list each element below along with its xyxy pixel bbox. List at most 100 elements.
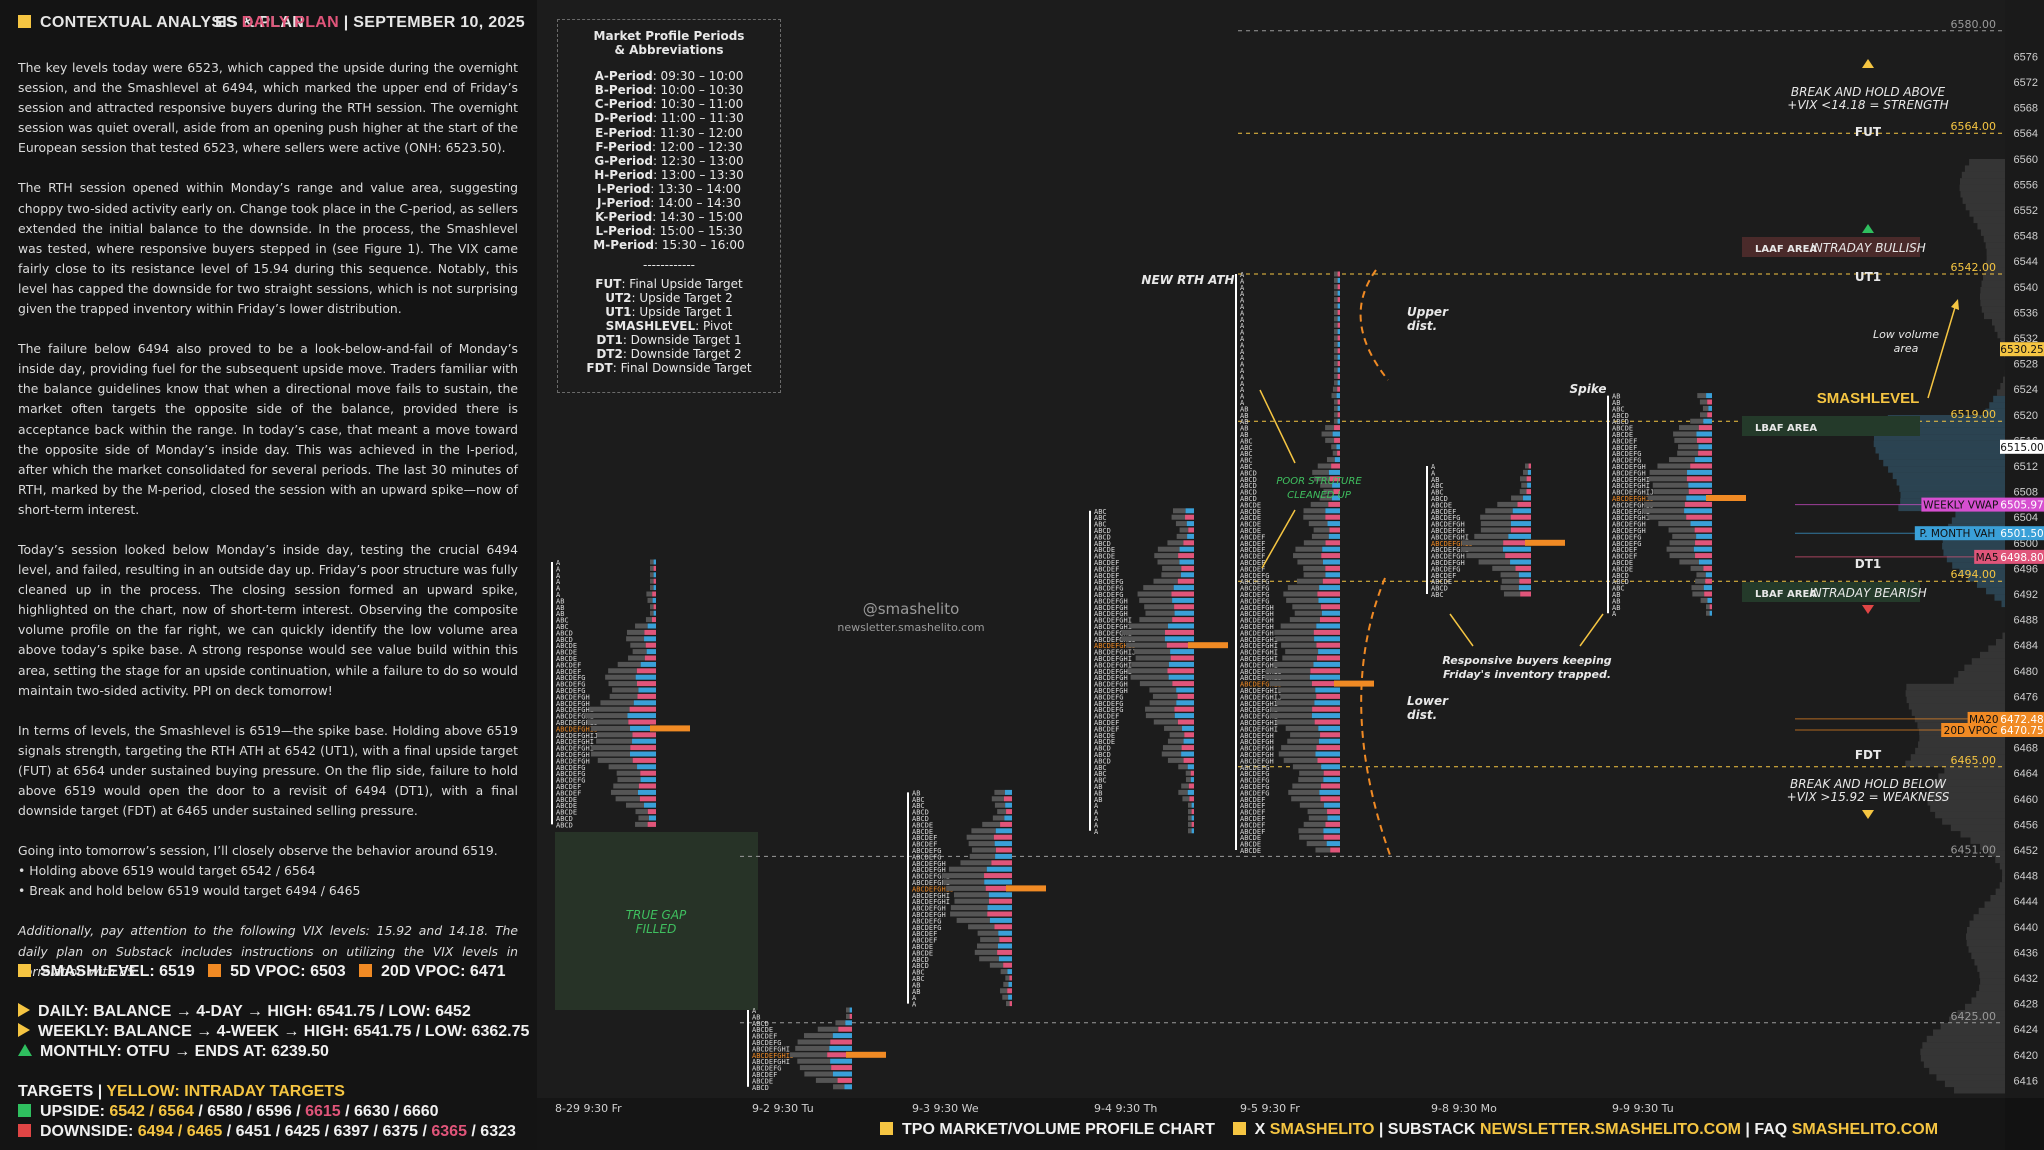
volume-bar-neutral — [942, 879, 985, 885]
volume-bar-delta — [652, 591, 656, 597]
volume-bar-delta — [632, 738, 656, 744]
volume-bar-delta — [1003, 962, 1012, 968]
composite-bar — [1959, 184, 2005, 192]
composite-bar — [1978, 907, 2005, 915]
price-tag-text: 6515.00 — [2000, 442, 2043, 454]
volume-bar-delta — [1180, 572, 1194, 578]
price-tag — [2000, 526, 2044, 541]
volume-bar-neutral — [600, 700, 634, 706]
footer-x-handle[interactable]: SMASHELITO — [1269, 1121, 1375, 1138]
footer-faq-url[interactable]: SMASHELITO.COM — [1791, 1121, 1939, 1138]
tpo-letters: ABCDEFGHI — [1240, 700, 1278, 708]
tpo-letters: ABCDEFGHIJ — [1240, 681, 1282, 689]
volume-bar-delta — [995, 828, 1012, 834]
legend-period-row: F-Period: 12:00 – 12:30 — [558, 140, 780, 154]
tpo-letters: ABCDE — [556, 809, 577, 817]
volume-bar-delta — [988, 898, 1012, 904]
volume-bar-neutral — [628, 655, 645, 661]
volume-bar-neutral — [979, 956, 999, 962]
volume-bar-neutral — [1188, 821, 1192, 827]
indicator-tag — [1921, 497, 2000, 512]
volume-bar-delta — [1320, 796, 1340, 802]
volume-bar-neutral — [946, 885, 986, 891]
y-tick-label: 6564 — [2014, 128, 2038, 140]
volume-bar-delta — [632, 757, 656, 763]
volume-bar-delta — [1337, 316, 1340, 322]
green-square-icon — [18, 1104, 31, 1117]
tpo-letters: ABCD — [1094, 527, 1111, 535]
volume-bar-delta — [1316, 693, 1340, 699]
indicator-text: MA20 — [1969, 714, 1999, 726]
volume-bar-neutral — [1692, 591, 1705, 597]
y-tick-label: 6428 — [2014, 999, 2038, 1011]
volume-bar-neutral — [626, 629, 645, 635]
tpo-letters: A — [1240, 393, 1245, 401]
volume-bar-delta — [1337, 380, 1340, 386]
volume-bar-neutral — [1005, 975, 1010, 981]
tpo-letters: AB — [1240, 405, 1248, 413]
volume-bar-neutral — [1179, 527, 1189, 533]
tpo-letters: ABCDEFG — [1240, 578, 1270, 586]
volume-bar-delta — [1704, 591, 1712, 597]
composite-bar — [1984, 312, 2005, 320]
volume-bar-neutral — [1287, 585, 1320, 591]
volume-bar-neutral — [1672, 533, 1697, 539]
tpo-letters: ABCDEFGH — [1240, 617, 1274, 625]
composite-bar — [1929, 1067, 2005, 1075]
footer-substack-url[interactable]: NEWSLETTER.SMASHELITO.COM — [1479, 1121, 1741, 1138]
weekly-text: WEEKLY: BALANCE → 4-WEEK → HIGH: 6541.75… — [38, 1023, 530, 1040]
volume-bar-delta — [1321, 764, 1340, 770]
tpo-letters: AB — [1240, 425, 1248, 433]
volume-bar-delta — [1329, 527, 1340, 533]
composite-bar — [1977, 223, 2005, 230]
poc-marker — [650, 725, 690, 732]
legend-box: Market Profile Periods & Abbreviations A… — [557, 19, 781, 393]
volume-bar-delta — [994, 924, 1012, 930]
tpo-letters: ABCDEFGHI — [556, 713, 594, 721]
volume-bar-delta — [993, 834, 1012, 840]
period-name: B-Period — [594, 83, 653, 98]
abbr-code: DT2 — [596, 346, 623, 361]
volume-bar-delta — [1168, 623, 1194, 629]
volume-bar-neutral — [1134, 649, 1171, 655]
red-square-icon — [18, 1124, 31, 1137]
tpo-letters: ABCDEF — [912, 937, 937, 945]
composite-bar — [1980, 287, 2005, 294]
volume-bar-neutral — [1314, 476, 1330, 482]
volume-bar-neutral — [1478, 559, 1511, 565]
volume-bar-delta — [1510, 527, 1531, 533]
volume-bar-neutral — [1649, 469, 1688, 475]
volume-bar-delta — [1698, 425, 1712, 431]
targets-title: TARGETS | YELLOW: INTRADAY TARGETS — [18, 1083, 345, 1100]
tpo-letters: A — [1240, 329, 1245, 337]
volume-bar-neutral — [1643, 501, 1685, 507]
lbaf-label-lower: LBAF AREA — [1755, 589, 1817, 600]
volume-bar-neutral — [980, 937, 1000, 943]
tpo-letters: A — [1240, 284, 1245, 292]
tpo-letters: ABCDEFGH — [1240, 757, 1274, 765]
volume-bar-neutral — [1334, 329, 1338, 335]
volume-bar-delta — [984, 879, 1012, 885]
volume-bar-neutral — [1131, 661, 1169, 667]
volume-bar-delta — [1698, 450, 1712, 456]
legend-period-row: C-Period: 10:30 – 11:00 — [558, 97, 780, 111]
composite-bar — [1993, 395, 2005, 403]
tpo-letters: ABCDEFGHIJ — [1431, 540, 1473, 548]
volume-bar-neutral — [626, 636, 645, 642]
volume-bar-delta — [827, 1052, 852, 1058]
tpo-letters: A — [1240, 367, 1245, 375]
volume-bar-neutral — [1666, 546, 1694, 552]
tpo-letters: ABCDE — [556, 642, 577, 650]
composite-bar — [1969, 159, 2005, 166]
composite-bar — [2002, 632, 2005, 640]
volume-bar-neutral — [1334, 412, 1338, 418]
tpo-letters: A — [912, 994, 917, 1002]
composite-bar — [1977, 965, 2005, 972]
indicator-text: WEEKLY VWAP — [1923, 500, 1998, 512]
volume-bar-neutral — [942, 873, 985, 879]
volume-bar-delta — [1321, 610, 1340, 616]
volume-bar-delta — [1005, 802, 1012, 808]
volume-bar-delta — [837, 1077, 852, 1083]
tpo-letters: ABCDEF — [1240, 565, 1265, 573]
volume-bar-neutral — [1319, 495, 1332, 501]
